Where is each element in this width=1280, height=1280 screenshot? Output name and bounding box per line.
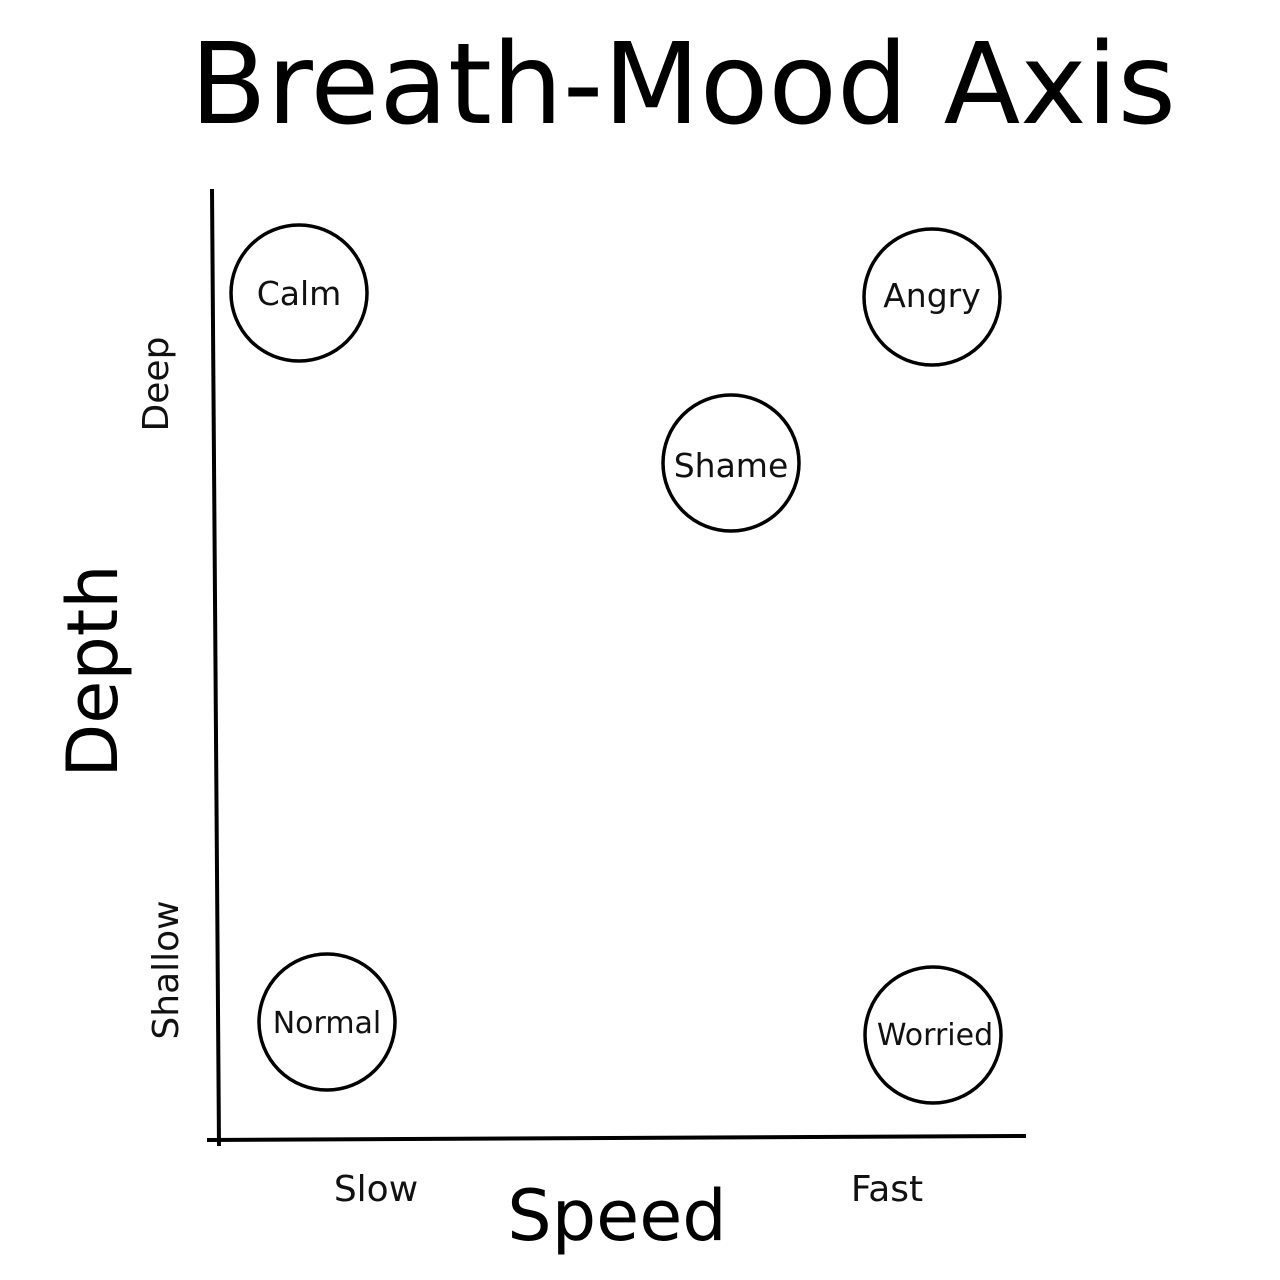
mood-circle xyxy=(257,952,397,1092)
mood-circle xyxy=(229,223,369,363)
mood-node-normal: Normal xyxy=(257,952,397,1092)
diagram-title: Breath-Mood Axis xyxy=(190,20,1176,150)
mood-node-shame: Shame xyxy=(661,393,801,533)
mood-label: Angry xyxy=(883,276,981,315)
x-axis-low-label: Slow xyxy=(334,1169,418,1210)
mood-label: Calm xyxy=(257,274,342,313)
mood-circle xyxy=(862,227,1002,367)
mood-circle xyxy=(863,965,1003,1105)
y-axis-high-label: Deep xyxy=(136,337,177,432)
y-axis-title: Depth xyxy=(52,564,134,777)
mood-label: Worried xyxy=(877,1018,993,1053)
y-axis-line xyxy=(210,188,221,1147)
x-axis-high-label: Fast xyxy=(851,1169,923,1210)
x-axis-line xyxy=(206,1134,1027,1142)
y-axis-low-label: Shallow xyxy=(146,900,187,1039)
mood-label: Normal xyxy=(273,1006,382,1041)
mood-node-calm: Calm xyxy=(229,223,369,363)
x-axis-title: Speed xyxy=(507,1175,726,1257)
mood-node-angry: Angry xyxy=(862,227,1002,367)
mood-label: Shame xyxy=(674,446,789,485)
mood-node-worried: Worried xyxy=(863,965,1003,1105)
mood-circle xyxy=(661,393,801,533)
